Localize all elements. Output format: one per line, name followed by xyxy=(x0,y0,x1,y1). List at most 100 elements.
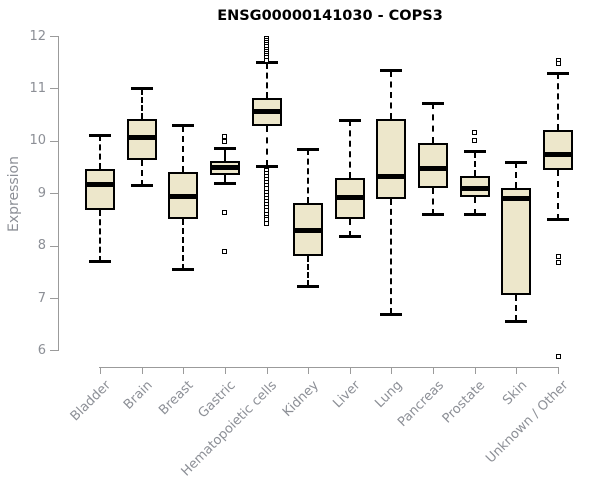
y-axis-tick xyxy=(50,245,58,247)
y-axis-tick-label: 6 xyxy=(37,342,46,358)
median-line xyxy=(168,193,199,199)
upper-whisker xyxy=(390,70,393,120)
median-line xyxy=(459,185,490,191)
upper-whisker-cap xyxy=(463,150,486,154)
upper-whisker xyxy=(99,135,101,169)
lower-whisker-cap xyxy=(380,312,403,316)
upper-whisker xyxy=(307,149,310,203)
x-axis-category-label: Liver xyxy=(330,378,364,412)
upper-whisker-cap xyxy=(338,118,361,122)
y-axis-tick-label: 8 xyxy=(37,238,46,254)
lower-whisker xyxy=(515,294,518,322)
median-line xyxy=(418,165,449,171)
x-axis-tick xyxy=(433,367,435,374)
lower-whisker xyxy=(265,126,268,167)
x-axis-tick xyxy=(183,367,185,374)
lower-whisker-cap xyxy=(505,319,528,323)
x-axis-tick xyxy=(266,367,268,374)
iqr-box xyxy=(85,168,115,211)
outlier-point xyxy=(264,220,270,226)
upper-whisker xyxy=(515,162,518,189)
y-axis-tick-label: 10 xyxy=(29,133,46,149)
upper-whisker-cap xyxy=(172,124,195,128)
y-axis-tick xyxy=(50,36,58,37)
x-axis-tick xyxy=(516,367,518,374)
y-axis-tick xyxy=(50,298,58,299)
outlier-point xyxy=(472,129,478,135)
outlier-point xyxy=(222,248,228,254)
lower-whisker xyxy=(432,188,435,215)
y-axis-tick xyxy=(50,88,58,90)
lower-whisker-cap xyxy=(297,284,320,288)
lower-whisker xyxy=(473,197,476,215)
lower-whisker-cap xyxy=(172,268,195,272)
y-axis-tick-label: 7 xyxy=(37,290,46,306)
x-axis-category-label: Bladder xyxy=(67,378,114,425)
y-axis-tick xyxy=(50,193,58,195)
lower-whisker-cap xyxy=(89,260,111,264)
upper-whisker-cap xyxy=(297,147,320,151)
outlier-point xyxy=(555,353,561,359)
outlier-point xyxy=(222,133,228,139)
x-axis-tick xyxy=(224,367,226,374)
upper-whisker xyxy=(557,73,560,130)
x-axis-tick xyxy=(558,367,560,374)
median-line xyxy=(334,195,365,201)
median-line xyxy=(251,109,282,115)
upper-whisker-cap xyxy=(89,133,111,137)
outlier-point xyxy=(222,138,228,144)
lower-whisker xyxy=(557,170,560,220)
lower-whisker xyxy=(99,210,101,262)
x-axis-category-label: Breast xyxy=(156,378,197,419)
y-axis-line xyxy=(58,36,59,351)
y-axis-tick-label: 11 xyxy=(29,80,46,96)
x-axis-tick xyxy=(100,367,101,374)
x-axis-category-label: Kidney xyxy=(279,378,322,420)
y-axis-tick-label: 9 xyxy=(37,185,46,201)
upper-whisker xyxy=(348,120,351,178)
outlier-point xyxy=(222,209,228,215)
outlier-point xyxy=(555,61,561,67)
lower-whisker xyxy=(348,218,351,237)
upper-whisker-cap xyxy=(213,147,236,151)
iqr-box xyxy=(501,188,532,295)
x-axis-category-label: Skin xyxy=(499,378,531,409)
lower-whisker-cap xyxy=(422,213,445,217)
lower-whisker-cap xyxy=(547,218,570,222)
lower-whisker-cap xyxy=(463,213,486,217)
outlier-point xyxy=(472,137,478,143)
upper-whisker-cap xyxy=(255,61,278,65)
upper-whisker-cap xyxy=(130,87,153,91)
y-axis-tick-label: 12 xyxy=(29,28,46,44)
median-line xyxy=(209,165,240,170)
median-line xyxy=(126,135,157,141)
upper-whisker-cap xyxy=(422,101,445,105)
upper-whisker-cap xyxy=(380,69,403,73)
upper-whisker-cap xyxy=(505,160,528,164)
iqr-box xyxy=(376,119,407,199)
upper-whisker xyxy=(182,125,185,172)
median-line xyxy=(501,196,532,202)
upper-whisker xyxy=(473,151,476,177)
lower-whisker xyxy=(182,218,185,270)
x-axis-tick xyxy=(391,367,393,374)
median-line xyxy=(376,174,407,180)
y-axis-tick xyxy=(50,140,58,142)
lower-whisker xyxy=(140,159,143,186)
x-axis-tick xyxy=(308,367,310,374)
lower-whisker xyxy=(223,175,226,184)
outlier-point xyxy=(555,254,561,260)
x-axis-tick xyxy=(474,367,476,374)
upper-whisker xyxy=(223,148,226,162)
lower-whisker-cap xyxy=(213,181,236,185)
iqr-box xyxy=(543,129,574,171)
upper-whisker xyxy=(140,88,143,119)
outlier-point xyxy=(555,260,561,266)
x-axis-tick xyxy=(349,367,351,374)
upper-whisker xyxy=(265,62,268,99)
x-axis-line xyxy=(99,367,559,368)
lower-whisker xyxy=(390,198,393,315)
x-axis-category-label: Prostate xyxy=(439,378,489,427)
median-line xyxy=(543,151,574,157)
